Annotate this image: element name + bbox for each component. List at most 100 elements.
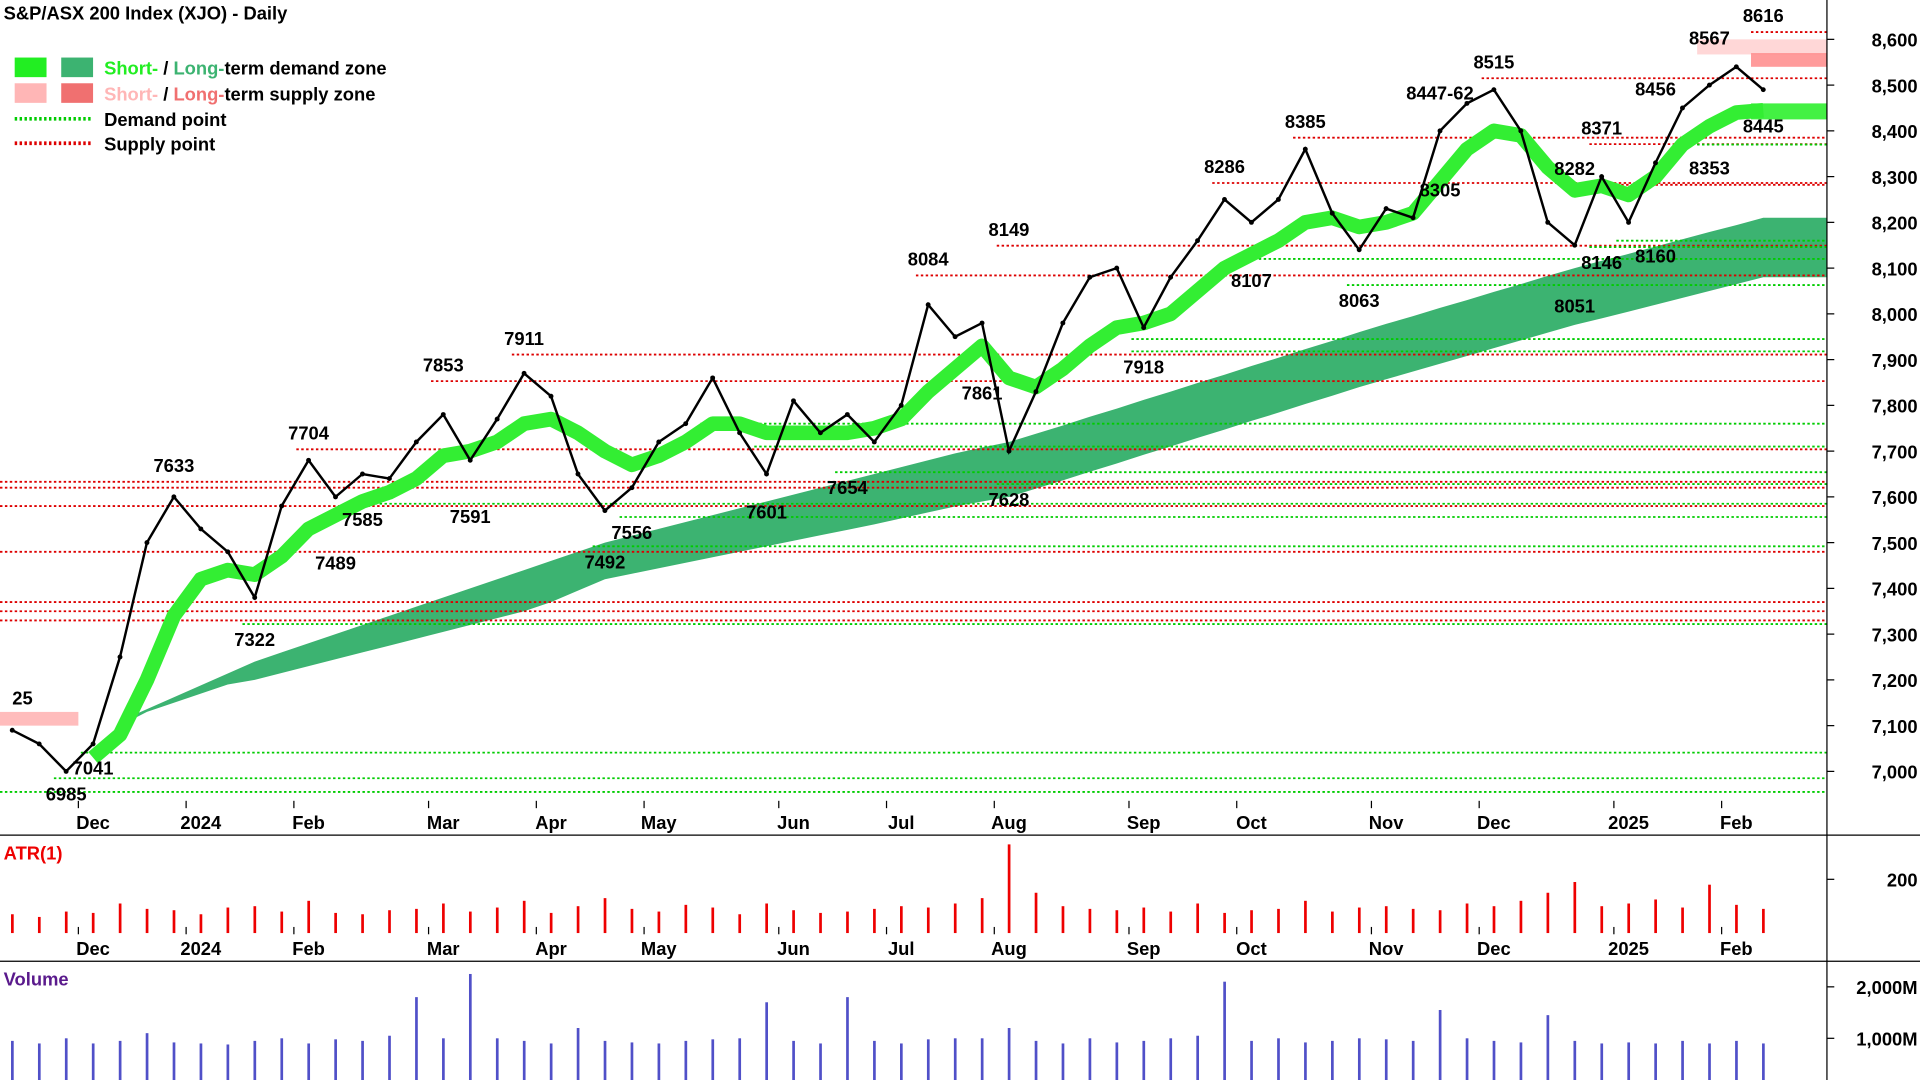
price-label: 8353 <box>1689 157 1730 178</box>
bar <box>522 1040 526 1080</box>
bar <box>1654 1043 1657 1080</box>
bar <box>91 912 95 934</box>
bar <box>657 911 661 934</box>
bar <box>1735 904 1738 934</box>
bar <box>199 914 203 934</box>
price-label: 8160 <box>1635 246 1676 267</box>
y-tick-label: 7,600 <box>1872 487 1918 508</box>
price-point <box>1760 87 1766 93</box>
price-label: 7918 <box>1123 356 1164 377</box>
bar <box>980 1038 984 1080</box>
x-tick-label: Nov <box>1369 812 1404 833</box>
bar <box>1115 910 1119 934</box>
price-point <box>1033 389 1039 395</box>
legend-rest: term supply zone <box>224 83 375 104</box>
bar <box>64 911 68 934</box>
legend-sep: / <box>158 58 173 79</box>
bar <box>1492 1040 1496 1080</box>
legend-short: Short- <box>104 58 158 79</box>
price-point <box>817 430 823 436</box>
bar <box>495 907 499 934</box>
price-point <box>844 412 850 417</box>
bar <box>226 1044 230 1080</box>
price-label: 7489 <box>315 553 356 574</box>
price-label: 7041 <box>73 758 114 779</box>
chart-title: S&P/ASX 200 Index (XJO) - Daily <box>4 3 288 24</box>
bar <box>1169 1038 1173 1080</box>
y-tick-label: 8,500 <box>1872 75 1918 96</box>
bar <box>91 1043 95 1080</box>
price-point <box>333 494 338 500</box>
price-point <box>898 402 904 408</box>
bar <box>468 911 472 934</box>
price-point <box>1653 160 1658 166</box>
bar <box>684 1040 688 1080</box>
bar <box>1169 911 1173 934</box>
bar <box>1465 1038 1469 1080</box>
zone <box>1697 39 1827 55</box>
bar <box>846 997 849 1080</box>
y-tick-label: 8,000 <box>1872 304 1918 325</box>
x-tick-label: May <box>641 812 678 833</box>
legend-swatch <box>14 57 47 78</box>
price-label: 8515 <box>1473 51 1514 72</box>
price-label: 8616 <box>1743 5 1784 26</box>
bar <box>1088 908 1092 934</box>
x-tick-label: Nov <box>1369 938 1404 959</box>
price-point <box>386 476 392 482</box>
price-label: 8149 <box>989 219 1030 240</box>
bar <box>1061 906 1065 934</box>
y-tick-label: 7,000 <box>1872 762 1918 783</box>
y-tick-label: 8,300 <box>1872 167 1918 188</box>
bar <box>1304 1042 1307 1080</box>
bar <box>415 997 418 1080</box>
price-point <box>521 370 527 376</box>
bar <box>1304 900 1307 934</box>
bar <box>1708 884 1711 934</box>
price-point <box>252 595 258 600</box>
zone <box>1751 53 1827 67</box>
price-label: 8286 <box>1204 156 1245 177</box>
y-tick-label: 8,400 <box>1872 121 1918 142</box>
price-point <box>1706 82 1712 88</box>
price-label: 8084 <box>908 249 950 270</box>
price-point <box>1572 242 1578 248</box>
price-point <box>1329 210 1335 216</box>
price-point <box>1006 448 1012 454</box>
price-point <box>413 439 419 445</box>
bar <box>253 1040 257 1080</box>
price-point <box>1141 325 1147 331</box>
price-label: 7492 <box>584 551 625 572</box>
zone <box>1751 103 1827 120</box>
price-point <box>710 375 716 381</box>
bar <box>145 1033 149 1080</box>
x-tick-label: Dec <box>76 812 110 833</box>
bar <box>37 1043 41 1080</box>
price-point <box>1680 105 1685 111</box>
price-point <box>791 398 796 404</box>
bar <box>1196 903 1200 934</box>
bar <box>926 1039 930 1080</box>
price-point <box>1437 128 1443 134</box>
y-tick-label: 8,200 <box>1872 213 1918 234</box>
y-tick-label: 7,900 <box>1872 350 1918 371</box>
price-point <box>1464 100 1470 106</box>
bar <box>1277 908 1280 934</box>
bar <box>1627 1042 1631 1080</box>
bar <box>846 911 849 934</box>
price-label: 7704 <box>288 422 330 443</box>
price-point <box>117 654 123 660</box>
y-tick-label: 1,000M <box>1856 1029 1917 1050</box>
price-point <box>440 412 446 417</box>
legend-long: Long- <box>173 83 224 104</box>
price-label: 7853 <box>423 354 464 375</box>
legend-short: Short- <box>104 83 158 104</box>
bar <box>1546 892 1550 934</box>
bar <box>1357 907 1361 934</box>
price-label: 8107 <box>1231 270 1272 291</box>
bar <box>1357 1038 1361 1080</box>
bar <box>549 912 553 934</box>
bar <box>64 1038 68 1080</box>
price-label: 7911 <box>504 328 544 349</box>
